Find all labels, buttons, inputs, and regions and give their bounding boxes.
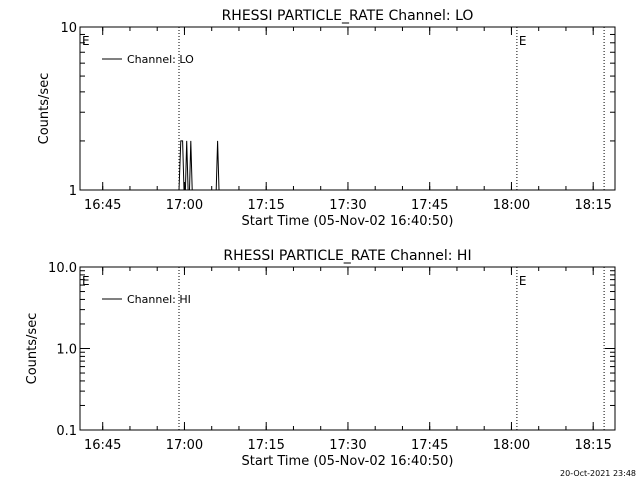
panel-1-x-tick-label: 18:15 bbox=[574, 198, 611, 213]
panel-2-x-tick-label: 16:45 bbox=[84, 438, 121, 453]
panel-2-x-tick-label: 17:15 bbox=[247, 438, 284, 453]
panel-2-x-tick-label: 17:00 bbox=[166, 438, 203, 453]
panel-1-x-tick-label: 16:45 bbox=[84, 198, 121, 213]
panel-1-y-tick-label: 1 bbox=[69, 184, 77, 199]
panel-1-x-tick-label: 17:00 bbox=[166, 198, 203, 213]
panel-1-x-tick-label: 18:00 bbox=[493, 198, 530, 213]
panel-1-marker-label: E bbox=[82, 34, 90, 48]
panel-1-x-tick-label: 17:45 bbox=[411, 198, 448, 213]
panel-1-x-tick-label: 17:30 bbox=[329, 198, 366, 213]
panel-1-series-trace bbox=[178, 140, 221, 191]
panel-2-y-tick-label: 10.0 bbox=[48, 261, 77, 276]
panel-2-y-tick-label: 1.0 bbox=[56, 343, 77, 358]
panel-2-x-tick-label: 17:30 bbox=[329, 438, 366, 453]
panel-2-y-axis-label: Counts/sec bbox=[25, 313, 40, 385]
panel-2-marker-label: E bbox=[519, 274, 527, 288]
panel-2-y-tick-label: 0.1 bbox=[56, 424, 77, 439]
panel-2-marker-label: E bbox=[82, 274, 90, 288]
panel-2-x-axis-label: Start Time (05-Nov-02 16:40:50) bbox=[242, 454, 454, 469]
panel-1-legend-label: Channel: LO bbox=[127, 53, 194, 66]
panel-2-legend-label: Channel: HI bbox=[127, 293, 191, 306]
panel-2-chart-title: RHESSI PARTICLE_RATE Channel: HI bbox=[223, 248, 471, 264]
panel-2-plot-frame bbox=[79, 266, 616, 431]
panel-1-x-tick-label: 17:15 bbox=[247, 198, 284, 213]
panel-2-x-tick-label: 18:00 bbox=[493, 438, 530, 453]
panel-1-x-axis-label: Start Time (05-Nov-02 16:40:50) bbox=[242, 214, 454, 229]
panel-1-y-tick-label: 10 bbox=[60, 21, 77, 36]
panel-1-plot-frame bbox=[79, 26, 616, 191]
panel-1-y-axis-label: Counts/sec bbox=[37, 73, 52, 145]
panel-1-chart-title: RHESSI PARTICLE_RATE Channel: LO bbox=[222, 8, 474, 24]
footer-timestamp: 20-Oct-2021 23:48 bbox=[560, 469, 636, 478]
panel-2-x-tick-label: 18:15 bbox=[574, 438, 611, 453]
panel-2-x-tick-label: 17:45 bbox=[411, 438, 448, 453]
panel-1-marker-label: E bbox=[519, 34, 527, 48]
